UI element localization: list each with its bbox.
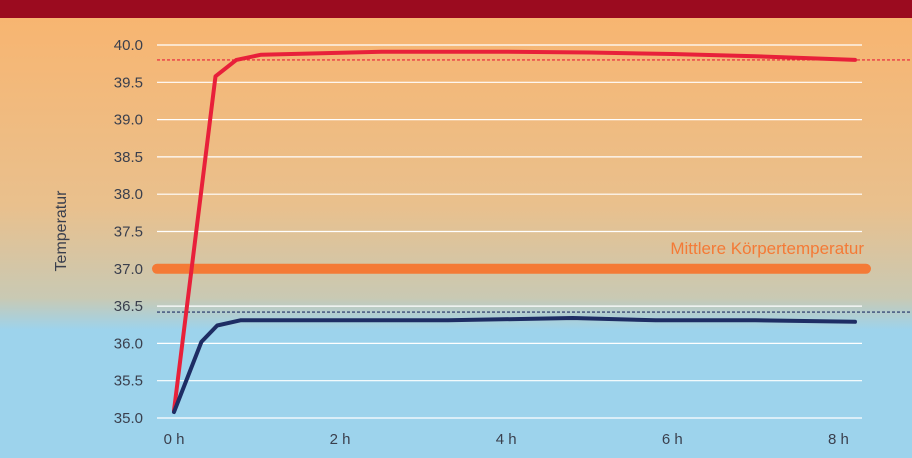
- series-2-point: [654, 319, 657, 322]
- series-2-point: [447, 319, 449, 322]
- series-2-point: [216, 324, 218, 327]
- grid-lines: [157, 44, 862, 419]
- y-tick-label: 39.0: [114, 112, 143, 129]
- series-1-point: [854, 59, 856, 61]
- series-lines: [172, 49, 857, 414]
- series-1-point: [754, 55, 757, 57]
- series-1-point: [505, 50, 507, 53]
- series-line-1: [172, 49, 857, 413]
- x-tick-label: 8 h: [828, 431, 849, 448]
- series-1-point: [380, 50, 383, 53]
- series-2-point: [297, 319, 300, 322]
- series-1-point: [214, 75, 217, 78]
- x-tick-label: 6 h: [662, 431, 683, 448]
- series-2-point: [200, 341, 203, 343]
- x-tick-label: 2 h: [330, 431, 351, 448]
- y-tick-label: 40.0: [114, 37, 143, 54]
- reference-lines: Mittlere Körpertemperatur: [152, 59, 912, 313]
- y-tick-label: 37.5: [114, 224, 143, 241]
- x-tick-label: 4 h: [496, 431, 517, 448]
- series-2-point: [754, 319, 757, 322]
- x-tick-label: 0 h: [164, 431, 185, 448]
- series-2-point: [173, 411, 175, 413]
- series-1-point: [588, 51, 591, 54]
- series-1-point: [260, 53, 263, 56]
- y-axis-ticks: 35.0 35.5 36.0 36.5 37.0 37.5 38.0 38.5 39.0 39.5…: [114, 37, 143, 427]
- series-1-point: [235, 59, 238, 61]
- series-2-point: [854, 320, 856, 323]
- series-line-2: [172, 316, 857, 414]
- y-tick-label: 35.5: [114, 373, 143, 390]
- series-2-point: [239, 319, 242, 322]
- y-tick-label: 38.5: [114, 149, 143, 166]
- x-axis-ticks: 0 h 2 h 4 h 6 h 8 h: [164, 431, 849, 448]
- series-1-point: [671, 53, 674, 55]
- y-tick-label: 36.5: [114, 298, 143, 315]
- mean-body-temperature-label: Mittlere Körpertemperatur: [670, 239, 864, 258]
- y-tick-label: 38.0: [114, 186, 143, 203]
- header-bar: [0, 0, 912, 18]
- y-tick-label: 36.0: [114, 335, 143, 352]
- y-tick-label: 35.0: [114, 410, 143, 427]
- y-axis-title: Temperatur: [53, 190, 70, 272]
- y-tick-label: 39.5: [114, 74, 143, 91]
- series-2-point: [571, 317, 574, 319]
- y-tick-label: 37.0: [114, 261, 143, 278]
